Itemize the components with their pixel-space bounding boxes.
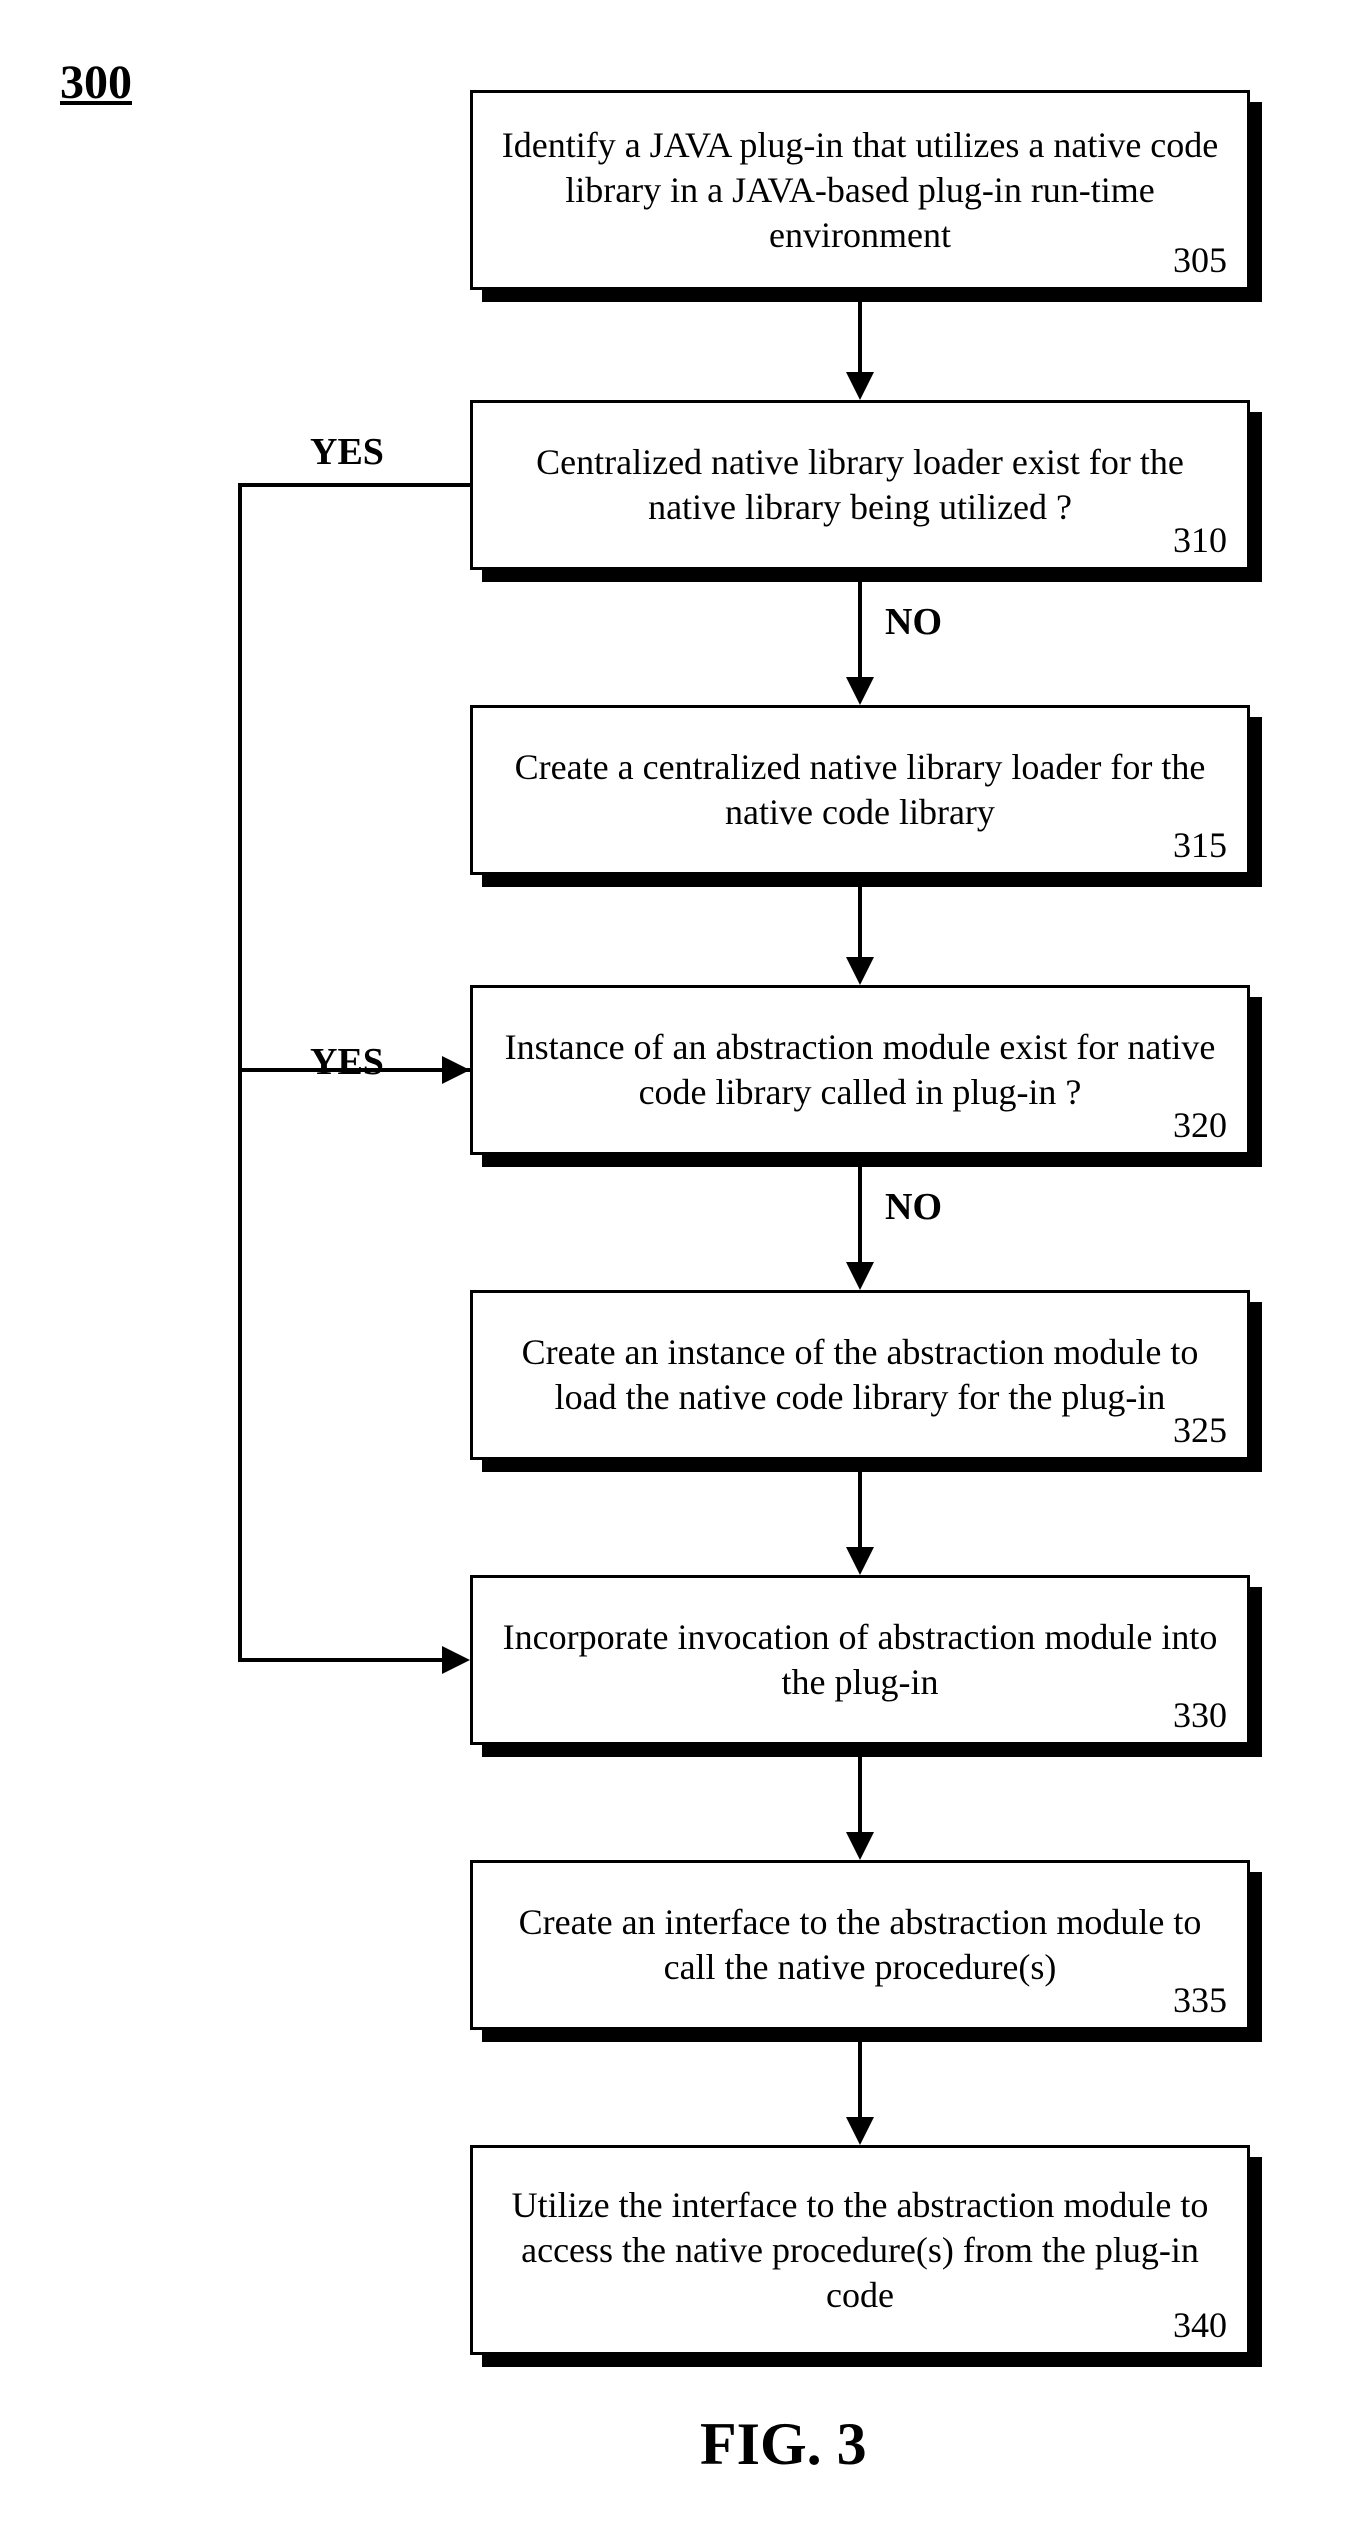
node-text: Instance of an abstraction module exist … xyxy=(495,1025,1225,1115)
node-box: Centralized native library loader exist … xyxy=(470,400,1250,570)
node-text: Incorporate invocation of abstraction mo… xyxy=(495,1615,1225,1705)
node-text: Create an interface to the abstraction m… xyxy=(495,1900,1225,1990)
flowchart-node-n315: Create a centralized native library load… xyxy=(470,705,1250,875)
node-box: Utilize the interface to the abstraction… xyxy=(470,2145,1250,2355)
edge-label-yes1: YES xyxy=(310,430,384,474)
flowchart-node-n320: Instance of an abstraction module exist … xyxy=(470,985,1250,1155)
edge-label-no2: NO xyxy=(885,1185,942,1229)
node-text: Centralized native library loader exist … xyxy=(495,440,1225,530)
node-number: 335 xyxy=(1173,1979,1227,2021)
figure-title: FIG. 3 xyxy=(700,2410,867,2479)
flowchart-node-n310: Centralized native library loader exist … xyxy=(470,400,1250,570)
node-number: 310 xyxy=(1173,519,1227,561)
node-number: 320 xyxy=(1173,1104,1227,1146)
node-number: 325 xyxy=(1173,1409,1227,1451)
node-box: Create a centralized native library load… xyxy=(470,705,1250,875)
node-number: 305 xyxy=(1173,239,1227,281)
node-box: Create an instance of the abstraction mo… xyxy=(470,1290,1250,1460)
flowchart-node-n330: Incorporate invocation of abstraction mo… xyxy=(470,1575,1250,1745)
node-box: Create an interface to the abstraction m… xyxy=(470,1860,1250,2030)
node-text: Create a centralized native library load… xyxy=(495,745,1225,835)
figure-number: 300 xyxy=(60,55,132,110)
node-box: Identify a JAVA plug-in that utilizes a … xyxy=(470,90,1250,290)
node-number: 340 xyxy=(1173,2304,1227,2346)
flowchart-node-n335: Create an interface to the abstraction m… xyxy=(470,1860,1250,2030)
node-number: 330 xyxy=(1173,1694,1227,1736)
node-text: Utilize the interface to the abstraction… xyxy=(495,2183,1225,2318)
node-number: 315 xyxy=(1173,824,1227,866)
node-text: Create an instance of the abstraction mo… xyxy=(495,1330,1225,1420)
node-box: Incorporate invocation of abstraction mo… xyxy=(470,1575,1250,1745)
edge-label-no1: NO xyxy=(885,600,942,644)
node-box: Instance of an abstraction module exist … xyxy=(470,985,1250,1155)
flowchart-node-n340: Utilize the interface to the abstraction… xyxy=(470,2145,1250,2355)
flowchart-node-n325: Create an instance of the abstraction mo… xyxy=(470,1290,1250,1460)
node-text: Identify a JAVA plug-in that utilizes a … xyxy=(495,123,1225,258)
edge-label-yes2: YES xyxy=(310,1040,384,1084)
flowchart-node-n305: Identify a JAVA plug-in that utilizes a … xyxy=(470,90,1250,290)
